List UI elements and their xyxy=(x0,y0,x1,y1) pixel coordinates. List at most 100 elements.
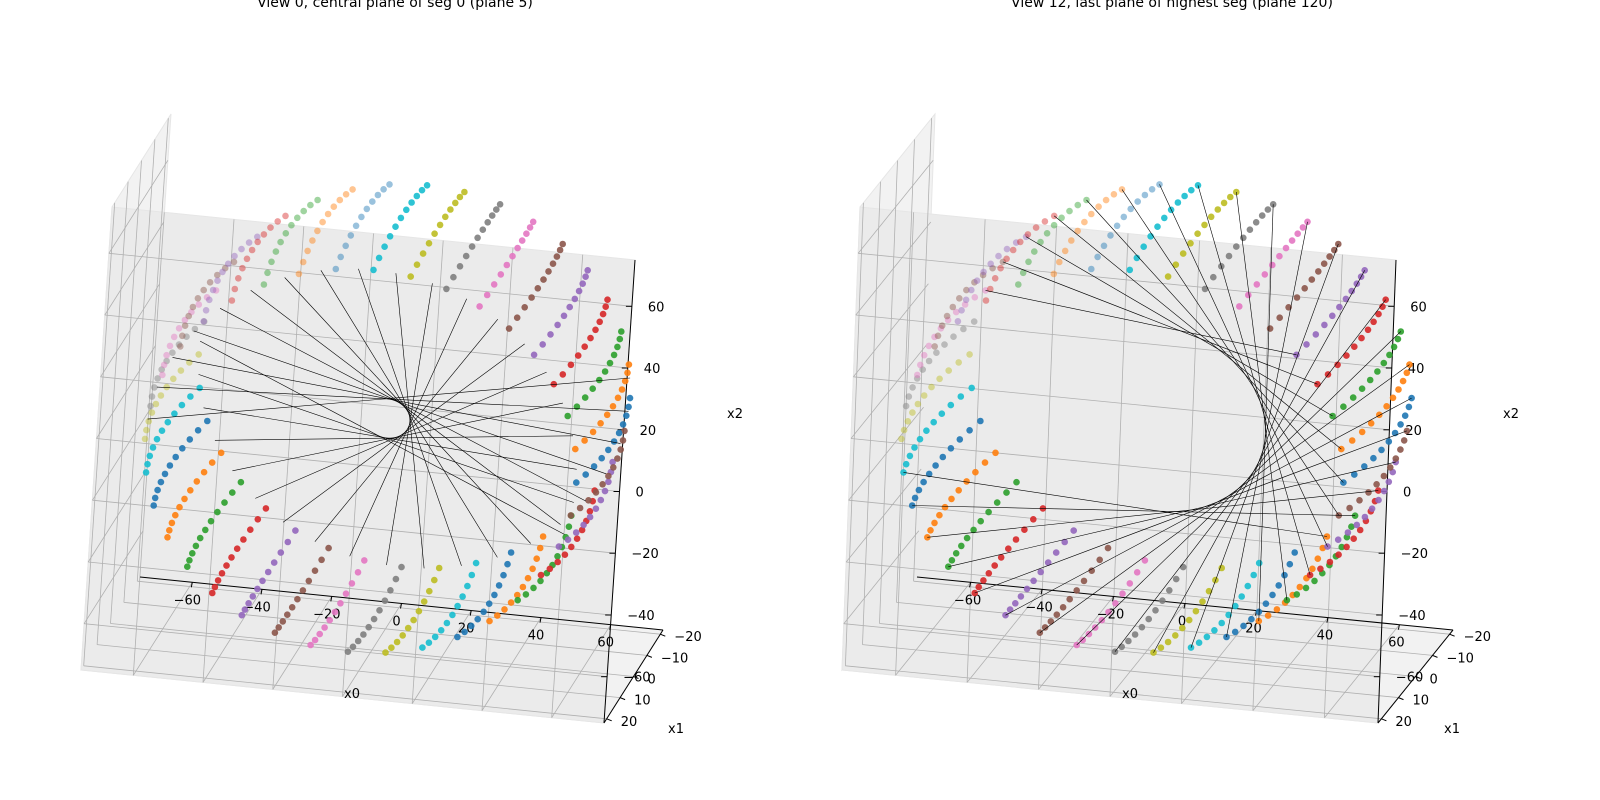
z-grid-line xyxy=(848,406,924,501)
data-point xyxy=(166,527,173,534)
data-point xyxy=(1403,369,1411,377)
data-point xyxy=(1199,598,1206,605)
data-point xyxy=(1088,265,1095,273)
data-point xyxy=(370,266,377,274)
data-point xyxy=(1061,247,1069,255)
data-point xyxy=(1275,582,1282,589)
data-point xyxy=(1348,523,1355,530)
data-point xyxy=(1380,487,1388,495)
y-grid-line xyxy=(83,665,607,720)
z-tick-label: −60 xyxy=(623,671,650,686)
data-point xyxy=(176,503,183,511)
data-point xyxy=(614,343,621,351)
data-point xyxy=(1058,214,1065,222)
data-point xyxy=(1074,201,1082,209)
data-point xyxy=(586,513,594,521)
data-point xyxy=(1344,529,1352,536)
data-point xyxy=(952,550,960,557)
data-point xyxy=(615,429,623,437)
data-point xyxy=(1031,248,1038,255)
data-point xyxy=(528,294,535,301)
data-point xyxy=(228,297,236,304)
data-point xyxy=(948,495,955,503)
data-point xyxy=(1152,607,1159,614)
data-point xyxy=(606,359,614,367)
data-point xyxy=(1134,198,1141,205)
data-point xyxy=(936,511,943,519)
data-point xyxy=(571,295,579,303)
data-point xyxy=(311,636,319,644)
data-point xyxy=(1179,250,1187,257)
z-grid-line xyxy=(853,283,929,378)
x-tick xyxy=(190,582,193,588)
data-point xyxy=(1207,213,1215,221)
data-point xyxy=(1003,245,1011,253)
data-point xyxy=(928,383,935,391)
data-point xyxy=(284,611,291,618)
data-point xyxy=(905,393,913,400)
data-point xyxy=(601,368,609,375)
data-point xyxy=(971,294,979,301)
data-point xyxy=(152,400,160,408)
data-point xyxy=(196,384,203,392)
connection-lines xyxy=(147,268,631,569)
data-point xyxy=(456,193,464,201)
data-point xyxy=(260,281,268,288)
data-point xyxy=(1159,597,1166,604)
data-point xyxy=(584,267,591,274)
data-point xyxy=(1164,638,1172,646)
data-point xyxy=(1303,341,1310,348)
data-point xyxy=(1025,258,1032,266)
y-tick-label: −10 xyxy=(661,651,688,666)
data-point xyxy=(599,310,607,318)
data-point xyxy=(413,261,421,269)
data-point xyxy=(1245,291,1252,299)
data-point xyxy=(435,564,443,572)
data-point xyxy=(605,472,612,480)
data-point xyxy=(398,563,405,571)
data-point xyxy=(1301,285,1308,292)
data-point xyxy=(484,219,492,226)
data-point xyxy=(1311,577,1318,585)
data-point xyxy=(505,325,513,332)
data-point xyxy=(254,516,262,523)
data-point xyxy=(200,318,208,325)
data-point xyxy=(1041,218,1049,225)
data-point xyxy=(309,237,316,244)
x-tick xyxy=(1183,603,1186,609)
y-grid-line xyxy=(845,665,1382,720)
data-point xyxy=(1119,590,1126,597)
data-point xyxy=(559,371,567,378)
data-point xyxy=(1096,556,1103,564)
data-point xyxy=(1118,643,1125,651)
data-point xyxy=(602,303,609,311)
data-point xyxy=(1361,463,1368,470)
data-point xyxy=(294,214,301,222)
data-point xyxy=(235,275,242,282)
data-point xyxy=(142,469,150,476)
connection-line xyxy=(199,340,565,535)
connection-line xyxy=(912,505,1356,516)
data-point xyxy=(982,297,990,304)
connection-line xyxy=(985,290,1297,356)
data-point xyxy=(522,591,530,598)
data-point xyxy=(1380,359,1388,367)
data-point xyxy=(1195,639,1203,646)
data-point xyxy=(192,542,200,550)
x-tick-label: −60 xyxy=(174,593,201,608)
data-point xyxy=(480,608,487,616)
data-point xyxy=(559,240,566,248)
data-point xyxy=(158,427,166,435)
data-point xyxy=(1338,543,1345,551)
data-point xyxy=(1098,616,1106,624)
connection-line xyxy=(948,461,1396,567)
data-point xyxy=(163,383,170,391)
data-point xyxy=(1351,471,1358,478)
data-point xyxy=(423,182,431,189)
data-point xyxy=(1113,222,1121,230)
y-tick-label: 20 xyxy=(1395,715,1412,730)
data-point xyxy=(917,361,924,369)
data-point xyxy=(1315,268,1322,275)
x-tick-label: 0 xyxy=(1178,615,1186,630)
data-point xyxy=(572,529,580,536)
